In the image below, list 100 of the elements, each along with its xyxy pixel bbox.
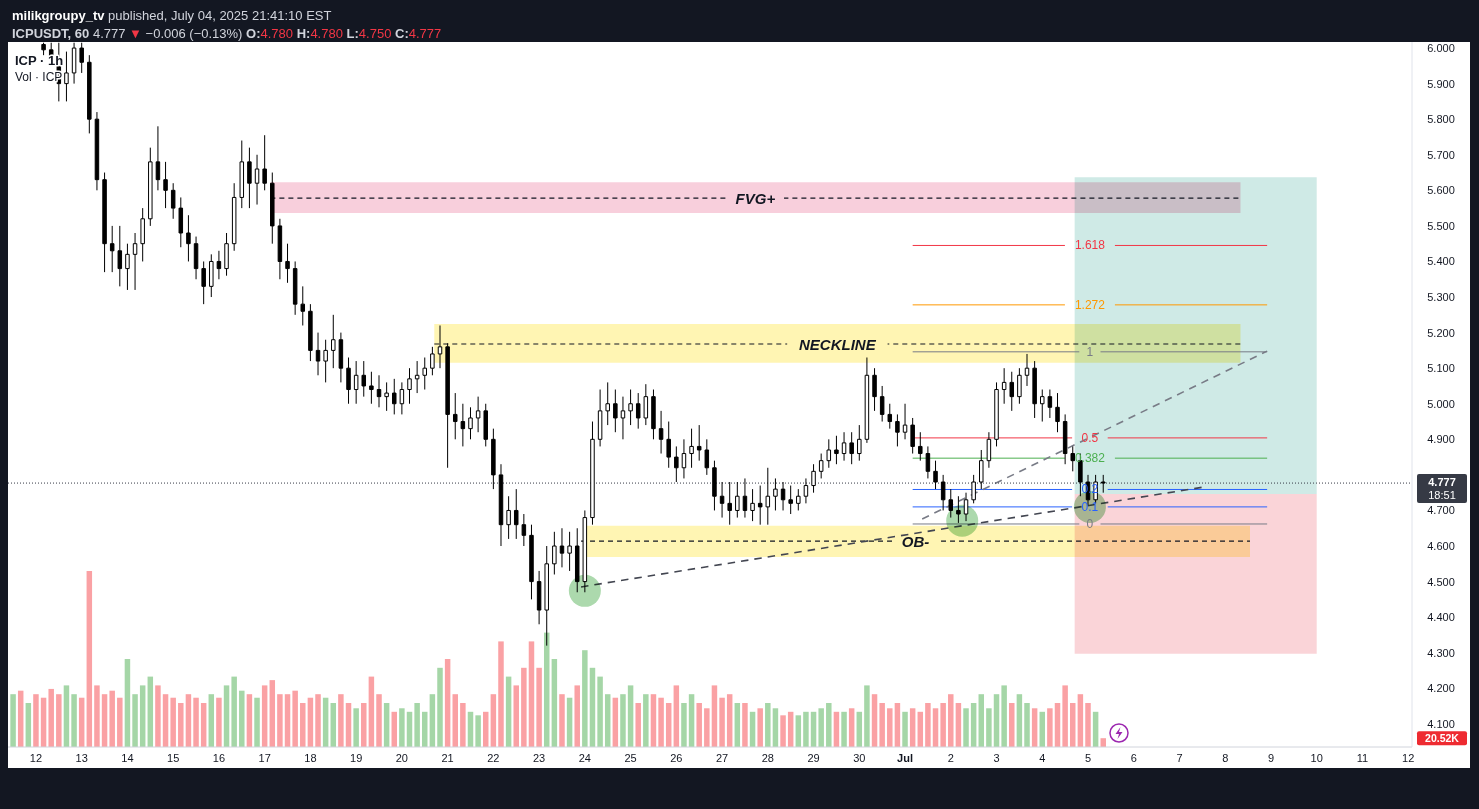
bar xyxy=(414,703,420,747)
bar xyxy=(726,694,733,747)
series-label: 0.5 xyxy=(1081,430,1099,445)
candlestick xyxy=(422,357,428,391)
bar xyxy=(993,694,1000,747)
candlestick xyxy=(414,360,420,394)
candlestick xyxy=(498,463,504,547)
bar xyxy=(574,685,580,747)
bar xyxy=(223,685,230,747)
x-tick-label: 8 xyxy=(1222,752,1229,764)
candlestick xyxy=(392,378,397,415)
candlestick xyxy=(292,260,298,316)
bar xyxy=(879,703,885,747)
candlestick xyxy=(483,403,488,447)
bar xyxy=(269,680,276,747)
bar xyxy=(948,694,954,747)
bar xyxy=(33,694,39,747)
candlestick xyxy=(353,360,359,405)
y-tick-label: 4.700 xyxy=(1427,504,1455,517)
candlestick xyxy=(643,383,649,426)
series-label: OB- xyxy=(901,532,930,550)
candlestick xyxy=(1017,367,1022,405)
bar xyxy=(1001,685,1007,747)
bar xyxy=(94,685,100,747)
candlestick xyxy=(132,232,138,291)
candlestick xyxy=(300,285,306,326)
candlestick xyxy=(620,396,626,440)
candlestick xyxy=(864,357,870,444)
candlestick xyxy=(536,570,542,625)
x-tick-label: Jul xyxy=(897,752,913,764)
candlestick xyxy=(254,154,260,206)
candlestick xyxy=(170,182,176,220)
candlestick xyxy=(811,463,816,494)
bar xyxy=(460,703,466,747)
text: ICPUSDT, 60 4.777 ▼ −0.006 (−0.13%) O:4.780 H:4.780 L:4.750 C:4.777 xyxy=(12,25,442,41)
bar xyxy=(353,708,359,747)
bar xyxy=(1009,703,1015,747)
candlestick xyxy=(216,250,222,280)
bar xyxy=(582,650,588,747)
bar xyxy=(361,703,367,747)
candlestick xyxy=(407,367,412,405)
bar xyxy=(86,571,93,747)
bar xyxy=(1024,703,1030,747)
candlestick xyxy=(521,513,527,547)
bar xyxy=(673,685,680,747)
candlestick xyxy=(430,346,435,376)
candlestick xyxy=(918,431,923,462)
series-label: 0.1 xyxy=(1081,499,1099,514)
x-tick-label: 26 xyxy=(670,752,683,764)
candlestick xyxy=(597,389,603,447)
candlestick xyxy=(757,485,763,526)
candlestick xyxy=(605,381,610,426)
candlestick xyxy=(689,428,694,469)
bar xyxy=(643,694,649,747)
candlestick xyxy=(140,207,145,262)
bar xyxy=(1085,703,1091,747)
y-tick-label: 4.200 xyxy=(1427,682,1455,695)
bar xyxy=(925,703,931,747)
candlestick xyxy=(475,396,481,433)
candlestick xyxy=(963,492,969,522)
candlestick xyxy=(452,392,458,440)
bar xyxy=(521,667,527,747)
candlestick xyxy=(956,495,961,524)
y-tick-label: 5.000 xyxy=(1427,397,1455,410)
bar xyxy=(688,694,695,747)
candlestick xyxy=(1047,389,1053,419)
candlestick xyxy=(262,134,267,191)
candlestick xyxy=(369,371,374,405)
x-tick-label: 10 xyxy=(1310,752,1323,764)
bar xyxy=(742,703,748,747)
candlestick xyxy=(239,140,245,209)
bar xyxy=(711,685,718,747)
y-tick-label: 5.900 xyxy=(1427,77,1455,90)
bar xyxy=(635,703,641,747)
candlestick xyxy=(109,225,115,273)
x-tick-label: 11 xyxy=(1356,752,1369,764)
candlestick xyxy=(948,488,954,519)
bar xyxy=(300,703,306,747)
bar xyxy=(429,694,436,747)
y-tick-label: 4.600 xyxy=(1427,540,1455,553)
bar xyxy=(826,703,832,747)
bar xyxy=(551,659,558,747)
x-tick-label: 19 xyxy=(350,752,363,764)
bar xyxy=(940,703,946,747)
y-tick-label: 4.500 xyxy=(1427,575,1455,588)
bar xyxy=(604,694,611,747)
candlestick xyxy=(796,488,801,511)
candlestick xyxy=(87,54,92,134)
candlestick xyxy=(41,42,46,56)
y-tick-label: 5.300 xyxy=(1427,291,1455,304)
x-tick-label: 15 xyxy=(167,752,180,764)
x-tick-label: 3 xyxy=(993,752,1000,764)
bar xyxy=(528,641,535,747)
y-tick-label: 4.100 xyxy=(1427,717,1455,730)
candlestick xyxy=(696,424,702,462)
candlestick xyxy=(841,431,847,462)
candlestick xyxy=(437,324,443,369)
bar xyxy=(338,694,344,747)
bar xyxy=(261,685,268,747)
candlestick xyxy=(285,243,290,284)
